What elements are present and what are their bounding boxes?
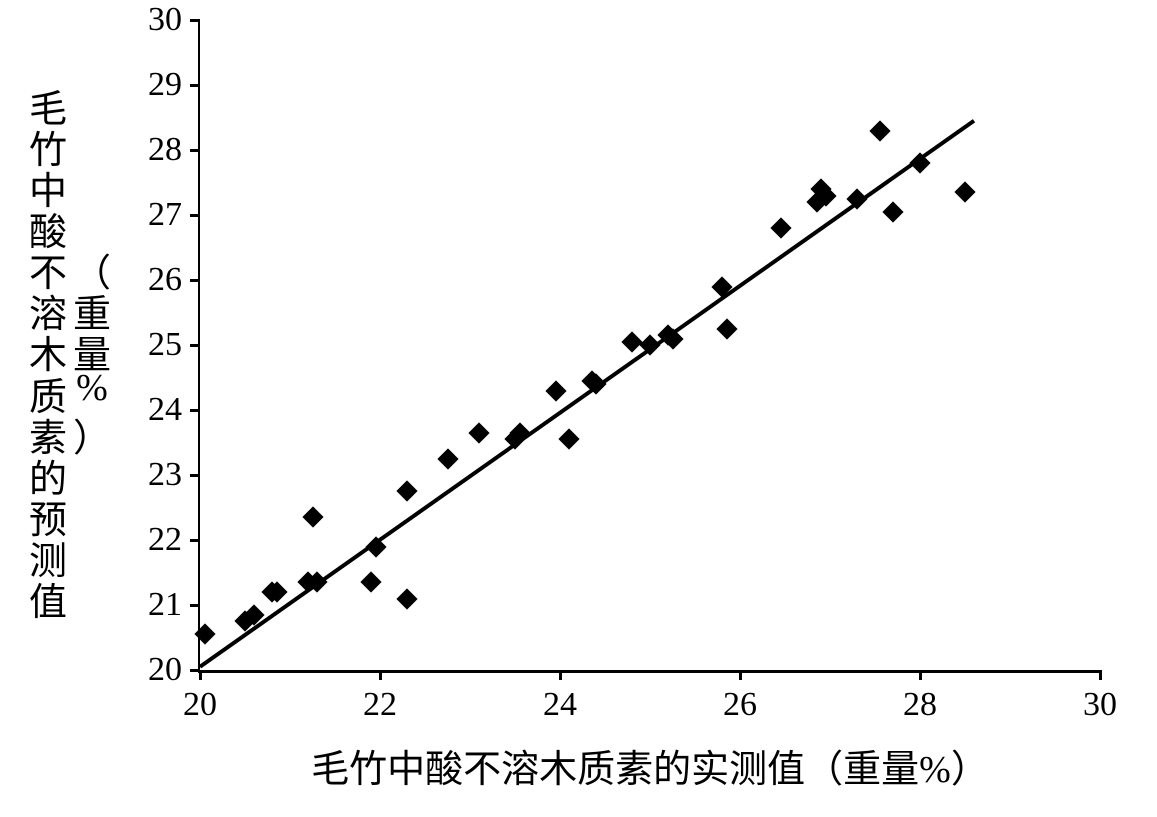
x-tick xyxy=(919,670,922,680)
y-tick xyxy=(190,19,200,22)
x-tick-label: 26 xyxy=(723,686,757,724)
y-axis-title-char: % xyxy=(76,366,108,410)
x-tick-label: 22 xyxy=(363,686,397,724)
y-tick-label: 30 xyxy=(148,1,182,39)
y-tick xyxy=(190,539,200,542)
x-tick-label: 28 xyxy=(903,686,937,724)
x-tick-label: 20 xyxy=(183,686,217,724)
y-tick-label: 29 xyxy=(148,66,182,104)
y-tick xyxy=(190,214,200,217)
y-tick-label: 26 xyxy=(148,261,182,299)
y-tick-label: 23 xyxy=(148,456,182,494)
y-axis-title-char: 值 xyxy=(29,571,67,626)
y-tick xyxy=(190,149,200,152)
y-tick xyxy=(190,474,200,477)
y-tick xyxy=(190,344,200,347)
x-tick xyxy=(199,670,202,680)
scatter-chart: 20 22 24 26 28 30 20 21 22 23 24 25 26 27 28 29 30 毛竹中酸不溶… xyxy=(0,0,1157,817)
x-tick-label: 30 xyxy=(1083,686,1117,724)
y-tick-label: 21 xyxy=(148,586,182,624)
x-tick-label: 24 xyxy=(543,686,577,724)
y-tick-label: 24 xyxy=(148,391,182,429)
y-tick-label: 25 xyxy=(148,326,182,364)
y-tick xyxy=(190,409,200,412)
y-tick xyxy=(190,84,200,87)
y-tick xyxy=(190,279,200,282)
y-tick-label: 22 xyxy=(148,521,182,559)
x-tick xyxy=(1099,670,1102,680)
x-tick xyxy=(379,670,382,680)
x-tick xyxy=(739,670,742,680)
y-tick-label: 27 xyxy=(148,196,182,234)
x-axis-title: 毛竹中酸不溶木质素的实测值（重量%） xyxy=(311,738,989,793)
y-tick xyxy=(190,604,200,607)
y-tick xyxy=(190,669,200,672)
y-axis-title-char: ） xyxy=(73,407,111,462)
x-axis-line xyxy=(200,670,1100,673)
y-tick-label: 20 xyxy=(148,651,182,689)
x-tick xyxy=(559,670,562,680)
y-tick-label: 28 xyxy=(148,131,182,169)
